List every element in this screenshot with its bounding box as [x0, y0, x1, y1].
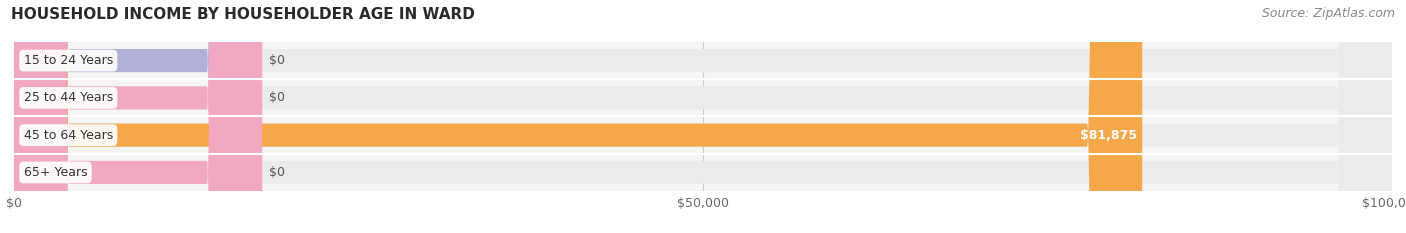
Text: $81,875: $81,875 [1080, 129, 1136, 142]
Text: 45 to 64 Years: 45 to 64 Years [24, 129, 112, 142]
Text: HOUSEHOLD INCOME BY HOUSEHOLDER AGE IN WARD: HOUSEHOLD INCOME BY HOUSEHOLDER AGE IN W… [11, 7, 475, 22]
FancyBboxPatch shape [14, 0, 262, 233]
FancyBboxPatch shape [14, 0, 262, 233]
Text: 65+ Years: 65+ Years [24, 166, 87, 179]
FancyBboxPatch shape [14, 0, 1392, 233]
FancyBboxPatch shape [14, 0, 262, 233]
Text: Source: ZipAtlas.com: Source: ZipAtlas.com [1261, 7, 1395, 20]
Text: 25 to 44 Years: 25 to 44 Years [24, 91, 112, 104]
Text: $0: $0 [269, 91, 285, 104]
Text: $0: $0 [269, 166, 285, 179]
Text: $0: $0 [269, 54, 285, 67]
FancyBboxPatch shape [14, 0, 1392, 233]
Text: 15 to 24 Years: 15 to 24 Years [24, 54, 112, 67]
FancyBboxPatch shape [14, 0, 1392, 233]
FancyBboxPatch shape [14, 0, 1392, 233]
FancyBboxPatch shape [14, 0, 1142, 233]
